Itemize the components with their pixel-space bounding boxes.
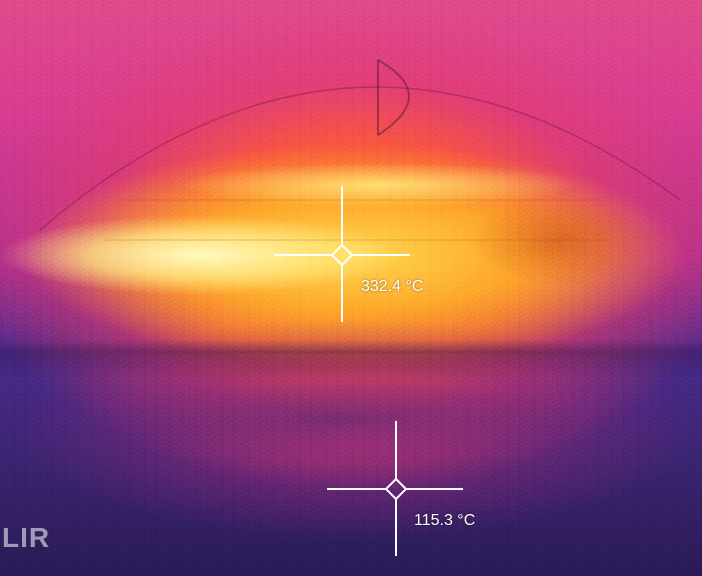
crosshair-icon — [274, 186, 410, 322]
spot-2-temperature: 115.3 °C — [414, 512, 476, 529]
spot-1-temperature: 332.4 °C — [361, 278, 424, 295]
camera-logo: LIR — [2, 522, 51, 553]
crosshair-icon — [327, 421, 463, 556]
